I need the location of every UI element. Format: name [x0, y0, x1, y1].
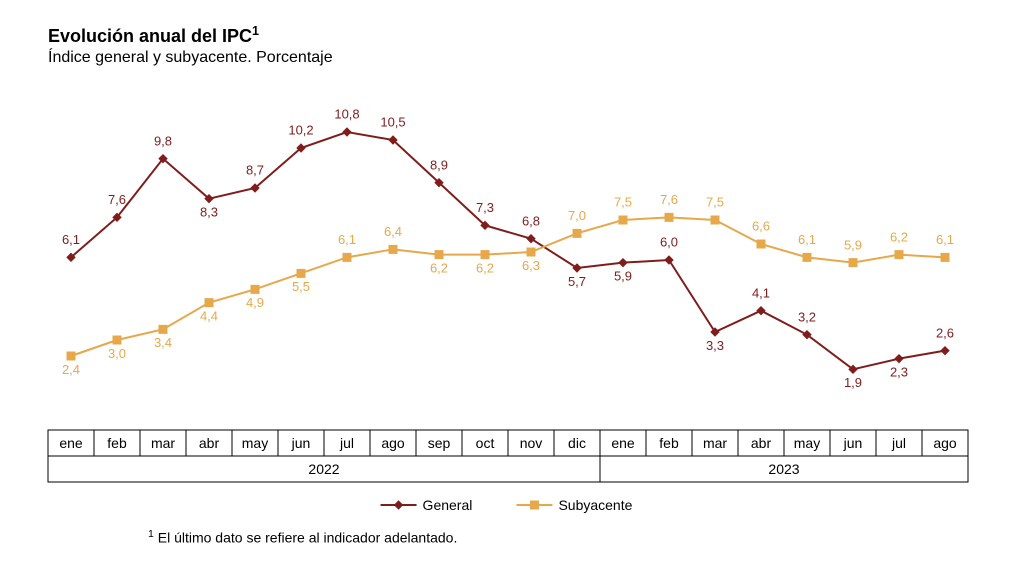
value-label-general: 10,2: [288, 123, 313, 138]
axis-month-label: jun: [843, 435, 863, 451]
series-marker-subyacente: [941, 253, 949, 261]
series-marker-subyacente: [665, 213, 673, 221]
value-label-subyacente: 6,2: [430, 261, 448, 276]
series-marker-subyacente: [849, 259, 857, 267]
axis-month-label: abr: [751, 435, 772, 451]
axis-year-label: 2023: [768, 461, 799, 477]
value-label-general: 7,3: [476, 200, 494, 215]
axis-month-label: jul: [891, 435, 906, 451]
axis-month-label: oct: [476, 435, 495, 451]
value-label-subyacente: 3,4: [154, 335, 172, 350]
series-marker-subyacente: [343, 253, 351, 261]
legend-label: Subyacente: [558, 497, 632, 513]
series-line-general: [71, 132, 945, 369]
axis-month-label: may: [794, 435, 820, 451]
series-marker-subyacente: [573, 229, 581, 237]
axis-month-label: mar: [703, 435, 727, 451]
axis-month-label: jun: [291, 435, 311, 451]
series-marker-general: [941, 347, 949, 355]
legend-item: Subyacente: [516, 497, 632, 513]
value-label-subyacente: 6,4: [384, 224, 402, 239]
axis-month-label: feb: [659, 435, 679, 451]
value-label-subyacente: 7,6: [660, 192, 678, 207]
value-label-subyacente: 5,5: [292, 279, 310, 294]
series-marker-general: [895, 355, 903, 363]
value-label-general: 8,9: [430, 157, 448, 172]
legend: General Subyacente: [381, 497, 633, 513]
series-marker-subyacente: [67, 352, 75, 360]
legend-label: General: [423, 497, 473, 513]
axis-month-label: feb: [107, 435, 127, 451]
line-chart: ene feb mar abr may jun jul ago sep oct nov dic ene f…: [0, 0, 1010, 567]
chart-container: Evolución anual del IPC1 Índice general …: [0, 0, 1010, 567]
value-label-general: 3,2: [798, 309, 816, 324]
series-marker-subyacente: [113, 336, 121, 344]
axis-month-label: ene: [611, 435, 635, 451]
axis-month-label: ago: [933, 435, 957, 451]
value-label-general: 3,3: [706, 338, 724, 353]
value-label-general: 7,6: [108, 192, 126, 207]
value-label-general: 8,3: [200, 205, 218, 220]
value-label-general: 4,1: [752, 285, 770, 300]
series-marker-subyacente: [895, 251, 903, 259]
series-marker-subyacente: [711, 216, 719, 224]
series-marker-subyacente: [251, 285, 259, 293]
axis-month-label: dic: [568, 435, 586, 451]
value-label-subyacente: 6,1: [798, 232, 816, 247]
value-label-subyacente: 7,5: [614, 195, 632, 210]
value-label-subyacente: 7,5: [706, 195, 724, 210]
legend-swatch-marker: [395, 501, 403, 509]
value-label-subyacente: 3,0: [108, 346, 126, 361]
series-marker-subyacente: [389, 245, 397, 253]
value-label-subyacente: 6,6: [752, 219, 770, 234]
value-label-general: 2,3: [890, 365, 908, 380]
series-marker-general: [343, 128, 351, 136]
axis-month-label: jul: [339, 435, 354, 451]
value-label-subyacente: 6,2: [476, 261, 494, 276]
value-label-subyacente: 2,4: [62, 362, 80, 377]
series-marker-subyacente: [619, 216, 627, 224]
value-label-general: 2,6: [936, 325, 954, 340]
value-label-subyacente: 6,1: [936, 232, 954, 247]
value-label-general: 1,9: [844, 375, 862, 390]
value-label-general: 5,9: [614, 269, 632, 284]
series-marker-subyacente: [435, 251, 443, 259]
value-label-subyacente: 6,2: [890, 229, 908, 244]
value-label-subyacente: 4,9: [246, 295, 264, 310]
footnote-text: El último dato se refiere al indicador a…: [154, 530, 458, 546]
series-marker-subyacente: [297, 269, 305, 277]
axis-month-label: abr: [199, 435, 220, 451]
axis-month-label: may: [242, 435, 268, 451]
axis-month-label: nov: [520, 435, 543, 451]
series-marker-general: [757, 307, 765, 315]
series-marker-subyacente: [159, 325, 167, 333]
value-label-general: 6,1: [62, 232, 80, 247]
axis-month-label: ene: [59, 435, 83, 451]
series-marker-subyacente: [803, 253, 811, 261]
value-label-general: 9,8: [154, 133, 172, 148]
axis-month-label: ago: [381, 435, 405, 451]
series-marker-subyacente: [527, 248, 535, 256]
series-marker-subyacente: [757, 240, 765, 248]
value-label-general: 6,8: [522, 213, 540, 228]
value-label-subyacente: 5,9: [844, 237, 862, 252]
axis-month-label: sep: [428, 435, 451, 451]
value-label-subyacente: 6,3: [522, 258, 540, 273]
footnote: 1 El último dato se refiere al indicador…: [148, 528, 457, 546]
axis-year-label: 2022: [308, 461, 339, 477]
series-marker-subyacente: [481, 251, 489, 259]
value-label-general: 6,0: [660, 235, 678, 250]
legend-item: General: [381, 497, 473, 513]
value-label-general: 10,8: [334, 107, 359, 122]
axis-month-label: mar: [151, 435, 175, 451]
value-label-subyacente: 6,1: [338, 232, 356, 247]
series-marker-general: [619, 259, 627, 267]
value-label-subyacente: 4,4: [200, 309, 218, 324]
value-label-general: 8,7: [246, 163, 264, 178]
series-marker-subyacente: [205, 299, 213, 307]
legend-swatch-marker: [530, 501, 538, 509]
value-label-general: 5,7: [568, 274, 586, 289]
value-label-general: 10,5: [380, 115, 405, 130]
value-label-subyacente: 7,0: [568, 208, 586, 223]
